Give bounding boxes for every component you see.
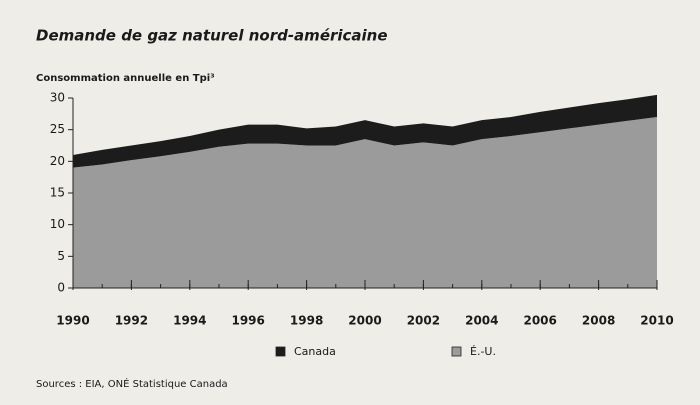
x-tick-label: 2010 [640, 314, 673, 328]
chart-title: Demande de gaz naturel nord-américaine [36, 27, 388, 45]
y-tick-label: 10 [50, 217, 65, 231]
y-tick-label: 20 [50, 154, 65, 168]
y-tick-label: 25 [50, 122, 65, 136]
legend-swatch [275, 346, 286, 357]
x-tick-label: 1996 [231, 314, 264, 328]
y-tick-label: 15 [50, 186, 65, 200]
y-tick-label: 5 [57, 249, 65, 263]
y-axis-label: Consommation annuelle en Tpi³ [36, 73, 215, 84]
x-tick-label: 2006 [523, 314, 556, 328]
y-tick-label: 0 [57, 281, 65, 295]
x-tick-label: 2004 [465, 314, 498, 328]
x-tick-label: 2000 [348, 314, 381, 328]
x-tick-label: 2002 [407, 314, 440, 328]
legend-label: É.-U. [470, 345, 496, 358]
legend-swatch [451, 346, 462, 357]
area [73, 117, 657, 288]
x-tick-label: 1998 [290, 314, 323, 328]
area [73, 94, 657, 168]
legend-label: Canada [294, 345, 336, 358]
x-tick-label: 2008 [582, 314, 615, 328]
source: Sources : EIA, ONÉ Statistique Canada [36, 377, 228, 390]
x-tick-label: 1994 [173, 314, 206, 328]
x-tick-label: 1992 [115, 314, 148, 328]
y-tick-label: 30 [50, 91, 65, 105]
x-tick-label: 1990 [56, 314, 89, 328]
